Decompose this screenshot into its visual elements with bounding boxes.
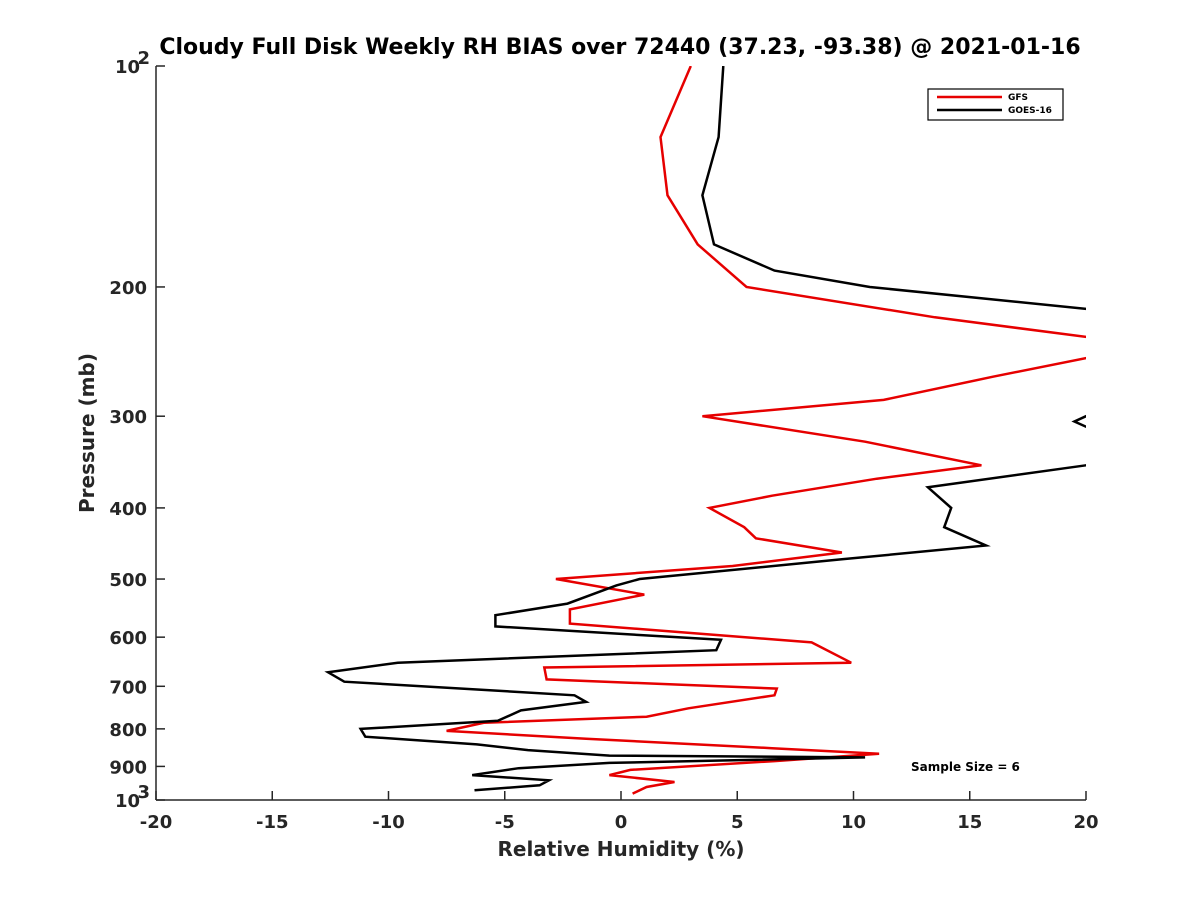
x-tick-label: 5 [731, 812, 744, 833]
y-axis-label: Pressure (mb) [75, 353, 99, 513]
y-tick-label: 10 [115, 791, 140, 812]
legend: GFS GOES-16 [927, 88, 1064, 121]
x-tick-label: -15 [256, 812, 289, 833]
series-line-gfs [446, 66, 1086, 795]
x-tick-label: -10 [372, 812, 405, 833]
y-tick-label: 400 [109, 499, 147, 520]
series-line-goes16 [324, 66, 1086, 792]
legend-box [927, 88, 1064, 121]
x-tick-label: 0 [615, 812, 628, 833]
y-tick-label: 200 [109, 278, 147, 299]
y-tick-label: 500 [109, 570, 147, 591]
y-tick-label: 600 [109, 628, 147, 649]
y-tick-label: 900 [109, 757, 147, 778]
series-layer [324, 66, 1086, 795]
y-tick-exponent: 2 [137, 48, 150, 69]
y-tick-label: 700 [109, 677, 147, 698]
x-tick-label: -20 [140, 812, 173, 833]
x-tick-label: 20 [1073, 812, 1098, 833]
x-tick-label: 15 [957, 812, 982, 833]
y-tick-label: 10 [115, 57, 140, 78]
y-tick-label: 800 [109, 720, 147, 741]
x-ticks: -20 -15 -10 -5 0 5 10 15 20 [140, 791, 1099, 833]
x-tick-label: 10 [841, 812, 866, 833]
y-tick-exponent: 3 [137, 782, 150, 803]
legend-label-goes16: GOES-16 [1008, 106, 1052, 116]
x-tick-label: -5 [495, 812, 515, 833]
sample-size-note: Sample Size = 6 [911, 760, 1020, 774]
chart-title: Cloudy Full Disk Weekly RH BIAS over 724… [159, 35, 1080, 60]
y-tick-label: 300 [109, 407, 147, 428]
legend-label-gfs: GFS [1008, 93, 1028, 103]
x-axis-label: Relative Humidity (%) [497, 837, 744, 861]
